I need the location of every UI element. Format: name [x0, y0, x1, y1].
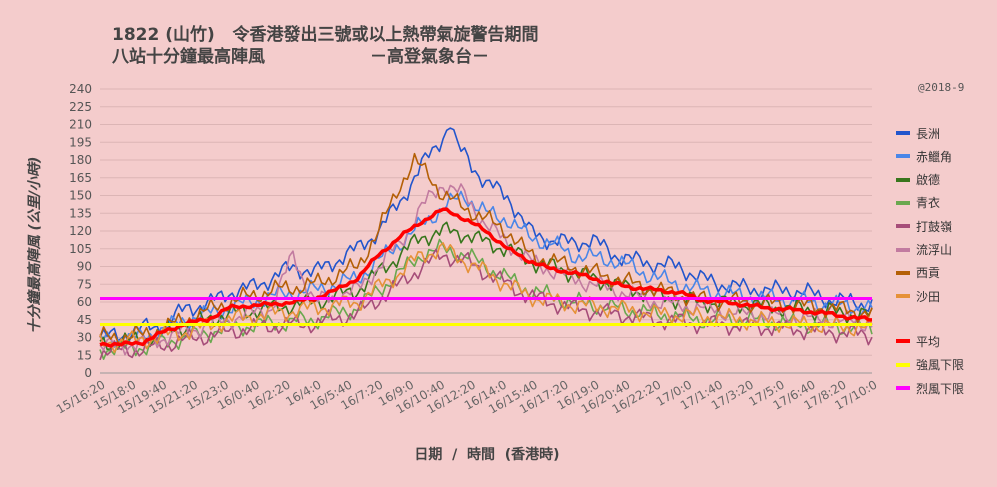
y-tick-label: 195 [69, 135, 92, 149]
series-line [99, 207, 872, 348]
y-tick-label: 60 [77, 295, 92, 309]
legend-label: 烈風下限 [916, 381, 965, 396]
legend-label: 平均 [916, 334, 941, 349]
threshold-lines [100, 296, 872, 326]
y-tick-label: 15 [77, 348, 92, 362]
y-tick-label: 180 [69, 153, 92, 167]
y-tick-label: 240 [69, 82, 92, 96]
series-line [99, 152, 873, 347]
legend-swatch [896, 294, 910, 299]
y-tick-label: 90 [77, 260, 92, 274]
legend-swatch [896, 224, 910, 229]
y-tick-labels: 0 15 30 45 60 75 90 105 120 135 150 165 180 195 210 225… [69, 82, 92, 380]
legend-item: 平均 [896, 333, 940, 349]
legend-item: 青衣 [896, 195, 940, 211]
series-line [99, 183, 873, 356]
series-line [99, 127, 873, 344]
legend-label: 西貢 [916, 266, 941, 281]
y-tick-label: 135 [69, 206, 92, 220]
chart-title: 1822 (山竹) 令香港發出三號或以上熱帶氣旋警告期間 [112, 25, 539, 45]
legend-label: 強風下限 [916, 358, 965, 373]
credit-label: @2018-9 [918, 81, 965, 94]
legend-swatch [896, 154, 910, 159]
y-tick-label: 45 [77, 313, 92, 327]
legend-swatch [896, 339, 910, 344]
y-tick-label: 225 [69, 100, 92, 114]
legend-swatch [896, 200, 910, 205]
y-tick-label: 75 [77, 277, 92, 291]
y-tick-label: 30 [77, 331, 92, 345]
x-axis-label: 日期 / 時間 (香港時) [414, 447, 560, 463]
legend-label: 沙田 [916, 289, 941, 304]
legend-swatch [896, 131, 910, 135]
y-tick-label: 105 [69, 242, 92, 256]
legend-item: 西貢 [896, 265, 940, 281]
legend-item: 流浮山 [896, 242, 952, 258]
y-tick-label: 0 [84, 366, 92, 380]
legend-label: 赤鱲角 [916, 149, 953, 164]
chart-title-line-2: 八站十分鐘最高陣風 [112, 47, 265, 67]
legend-item: 長洲 [896, 125, 940, 141]
legend-item: 沙田 [896, 288, 940, 304]
y-tick-label: 150 [69, 189, 92, 203]
legend-label: 打鼓嶺 [916, 219, 953, 234]
y-tick-label: 210 [69, 118, 92, 132]
legend-swatch [896, 362, 910, 367]
legend-label: 長洲 [916, 126, 941, 141]
series-line [99, 221, 873, 351]
legend-item: 啟德 [896, 172, 940, 188]
legend-item: 赤鱲角 [896, 148, 952, 164]
series-line [99, 248, 873, 361]
legend-label: 流浮山 [916, 243, 953, 257]
y-tick-label: 165 [69, 171, 92, 185]
legend-item: 強風下限 [896, 357, 964, 373]
x-tick-labels: 15/16:2015/18:015/19:4015/21:2015/23:016… [54, 377, 880, 416]
legend-swatch [896, 386, 910, 390]
legend-label: 青衣 [916, 196, 941, 211]
legend-item: 打鼓嶺 [896, 218, 952, 234]
y-tick-label: 120 [69, 224, 92, 238]
legend-swatch [896, 270, 910, 275]
legend-label: 啟德 [916, 173, 941, 188]
legend-swatch [896, 177, 910, 182]
legend-swatch [896, 247, 910, 252]
chart-subtitle: －高登氣象台－ [370, 47, 489, 67]
legend-item: 烈風下限 [896, 380, 964, 396]
